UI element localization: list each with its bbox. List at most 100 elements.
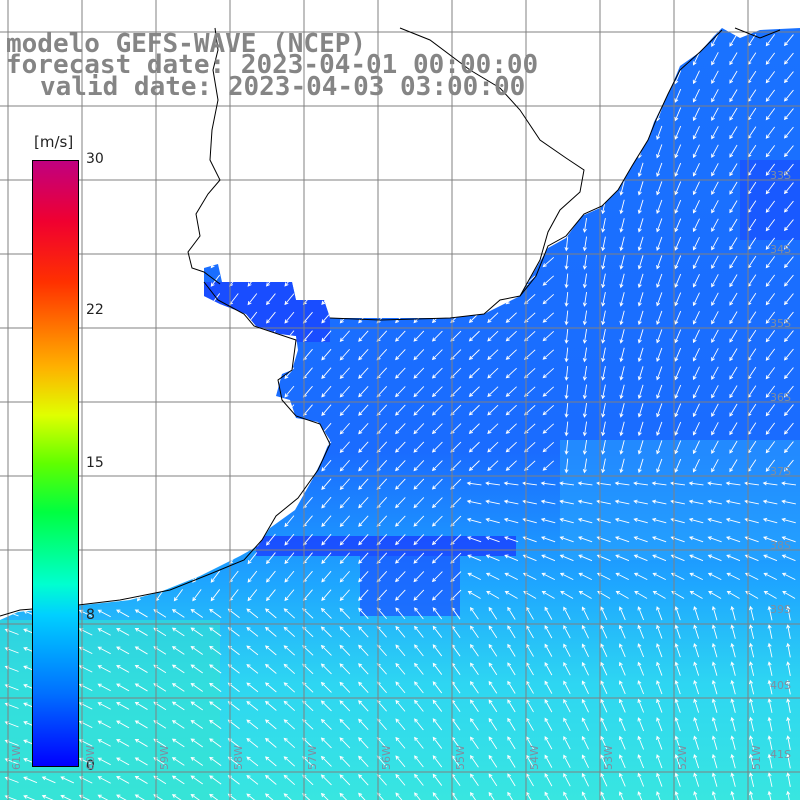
arrow-icon	[320, 755, 332, 767]
arrow-icon	[358, 460, 369, 472]
arrow-icon	[395, 34, 406, 46]
arrow-icon	[118, 126, 128, 140]
latitude-label: 33S	[770, 169, 791, 182]
arrow-icon	[656, 698, 663, 713]
arrow-icon	[783, 182, 794, 195]
arrow-icon	[542, 460, 555, 471]
arrow-icon	[155, 108, 165, 121]
arrow-icon	[618, 772, 626, 787]
arrow-icon	[544, 662, 553, 676]
arrow-icon	[210, 348, 221, 361]
arrow-icon	[468, 441, 480, 453]
arrow-icon	[266, 478, 276, 491]
arrow-icon	[674, 70, 682, 85]
arrow-icon	[618, 754, 626, 769]
arrow-icon	[674, 218, 682, 233]
arrow-icon	[339, 496, 350, 509]
arrow-icon	[118, 348, 128, 362]
arrow-icon	[618, 606, 626, 621]
arrow-icon	[542, 275, 555, 286]
arrow-icon	[618, 661, 626, 676]
arrow-icon	[488, 606, 498, 620]
arrow-icon	[656, 772, 663, 787]
arrow-icon	[637, 624, 645, 639]
arrow-icon	[507, 791, 516, 800]
arrow-icon	[432, 625, 443, 638]
arrow-icon	[7, 477, 16, 491]
arrow-icon	[711, 274, 719, 288]
arrow-icon	[637, 292, 644, 307]
arrow-icon	[692, 292, 700, 307]
arrow-icon	[339, 200, 350, 213]
arrow-icon	[358, 330, 369, 342]
arrow-icon	[229, 441, 239, 454]
arrow-icon	[284, 311, 295, 324]
arrow-icon	[786, 772, 791, 787]
arrow-icon	[266, 145, 276, 158]
arrow-icon	[81, 385, 91, 399]
arrow-icon	[118, 329, 128, 343]
arrow-icon	[395, 127, 406, 139]
arrow-icon	[600, 680, 608, 695]
arrow-icon	[136, 514, 146, 528]
arrow-icon	[395, 718, 406, 731]
arrow-icon	[564, 328, 569, 344]
arrow-icon	[542, 183, 555, 194]
arrow-icon	[321, 515, 332, 528]
arrow-icon	[395, 441, 406, 453]
arrow-icon	[619, 255, 625, 270]
arrow-icon	[564, 32, 569, 48]
arrow-icon	[81, 348, 91, 362]
arrow-icon	[762, 481, 778, 486]
arrow-icon	[97, 739, 111, 747]
argentina-coast	[0, 281, 331, 617]
arrow-icon	[618, 717, 626, 732]
arrow-icon	[7, 255, 16, 269]
arrow-icon	[487, 330, 499, 342]
arrow-icon	[431, 108, 443, 120]
arrow-icon	[431, 552, 443, 564]
arrow-icon	[540, 499, 556, 505]
arrow-icon	[729, 311, 738, 325]
arrow-icon	[619, 33, 625, 48]
arrow-icon	[116, 628, 130, 636]
arrow-icon	[487, 404, 499, 416]
arrow-icon	[503, 499, 519, 505]
arrow-icon	[468, 386, 480, 398]
arrow-icon	[173, 182, 183, 195]
forecast-date: forecast date: 2023-04-01 00:00:00	[6, 50, 539, 80]
arrow-icon	[786, 753, 791, 769]
arrow-icon	[689, 591, 703, 599]
arrow-icon	[559, 536, 574, 543]
arrow-icon	[674, 754, 681, 769]
arrow-icon	[41, 776, 56, 784]
arrow-icon	[155, 478, 165, 491]
arrow-icon	[601, 273, 606, 289]
arrow-icon	[692, 366, 700, 381]
arrow-icon	[395, 386, 406, 398]
arrow-icon	[7, 403, 16, 417]
arrow-icon	[192, 311, 202, 324]
arrow-icon	[432, 792, 443, 800]
arrow-icon	[284, 145, 295, 158]
arrow-icon	[730, 661, 736, 676]
arrow-icon	[7, 533, 16, 547]
arrow-icon	[210, 552, 221, 565]
arrow-icon	[507, 606, 516, 620]
arrow-icon	[507, 754, 516, 768]
arrow-icon	[749, 790, 755, 800]
arrow-icon	[339, 348, 350, 361]
arrow-icon	[339, 163, 350, 176]
arrow-icon	[470, 717, 479, 731]
arrow-icon	[652, 572, 666, 581]
arrow-icon	[414, 662, 424, 675]
arrow-icon	[637, 606, 645, 621]
arrow-icon	[321, 219, 332, 232]
colorbar-tick-0: 0	[86, 758, 95, 774]
arrow-icon	[7, 126, 16, 140]
arrow-icon	[781, 536, 796, 543]
arrow-icon	[264, 719, 277, 730]
arrow-icon	[116, 757, 130, 766]
arrow-icon	[711, 790, 718, 800]
arrow-icon	[395, 201, 406, 213]
